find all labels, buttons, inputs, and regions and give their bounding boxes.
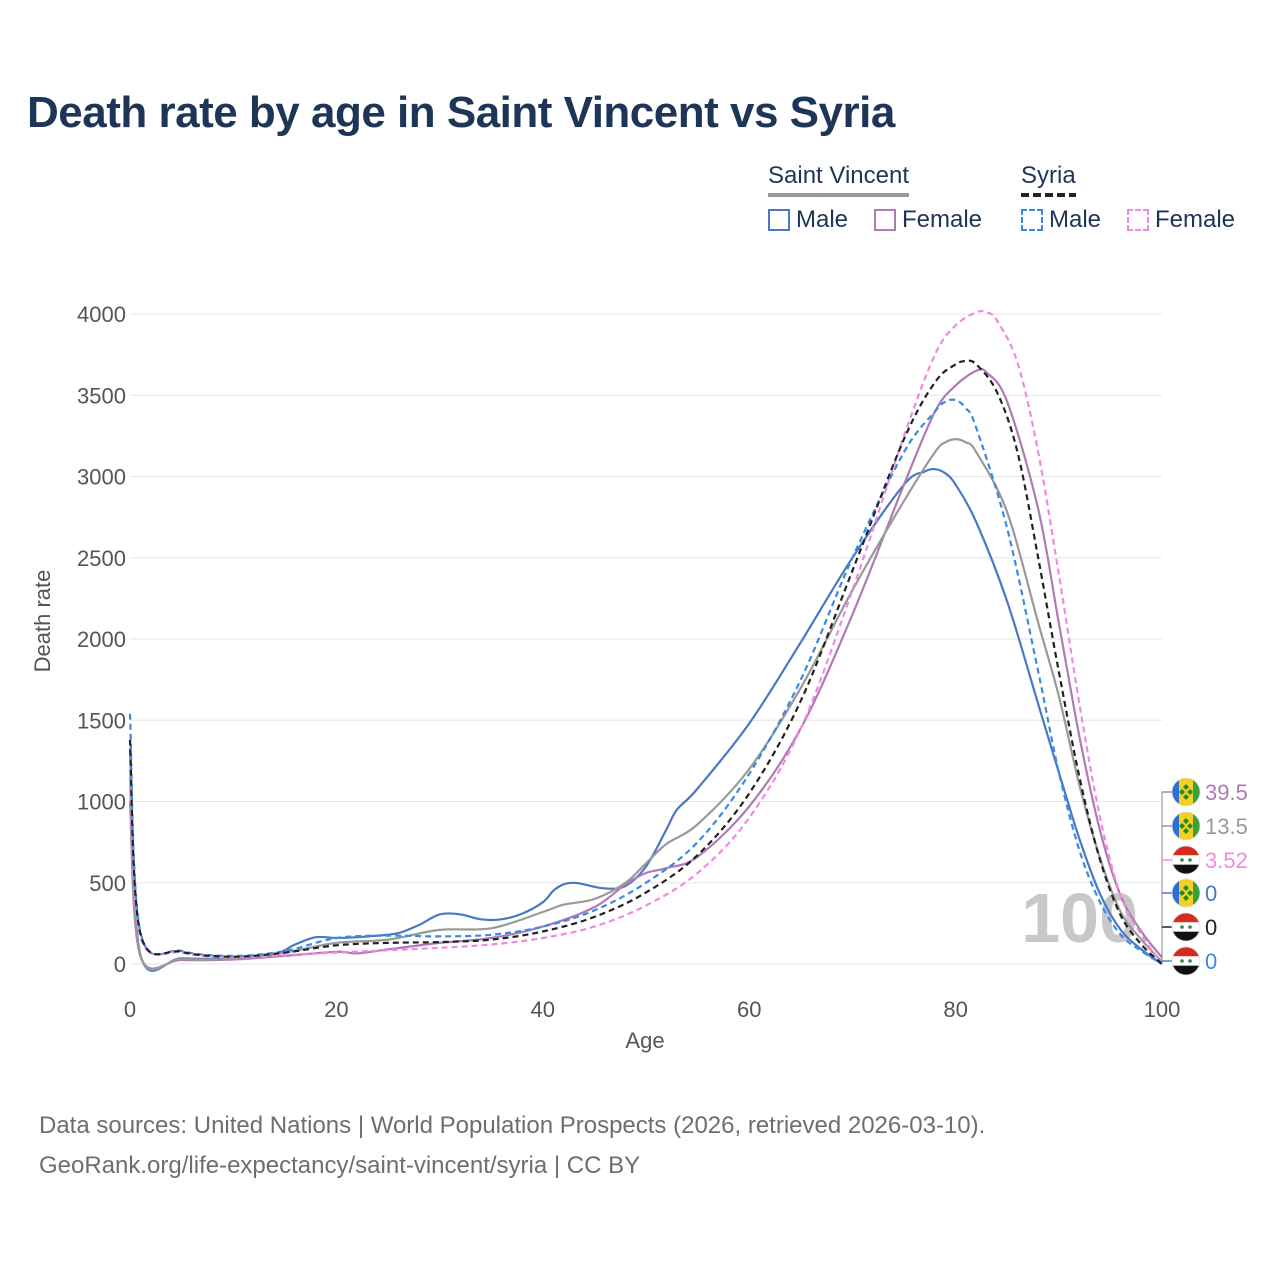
y-tick-label: 3000: [77, 465, 126, 490]
end-labels: 39.5 13.5 3.52 0 0 0: [1161, 777, 1248, 976]
y-tick-label: 500: [89, 871, 126, 896]
series-line-saint-vincent-male[interactable]: [128, 467, 1163, 972]
end-label-value: 0: [1205, 915, 1217, 940]
end-label-value: 13.5: [1205, 814, 1248, 839]
legend-swatch: [768, 209, 790, 231]
legend-group-label-saint-vincent: Saint Vincent: [768, 162, 909, 197]
series-line-syria-female[interactable]: [128, 309, 1163, 965]
legend-swatch: [874, 209, 896, 231]
y-tick-label: 0: [114, 952, 126, 977]
series-line-saint-vincent-both[interactable]: [128, 437, 1163, 971]
footer: Data sources: United Nations | World Pop…: [39, 1106, 985, 1186]
x-tick-label: 20: [324, 997, 348, 1022]
legend-item-saint-vincent-female[interactable]: Female: [874, 206, 982, 234]
x-tick-label: 100: [1144, 997, 1181, 1022]
legend-group-label-syria: Syria: [1021, 162, 1076, 197]
legend-solid-line-swatch: [768, 193, 909, 197]
x-axis-label: Age: [625, 1028, 664, 1053]
x-tick-label: 80: [943, 997, 967, 1022]
page-title: Death rate by age in Saint Vincent vs Sy…: [27, 88, 895, 137]
x-tick-label: 60: [737, 997, 761, 1022]
syria-flag-icon: 3.52: [1162, 845, 1248, 875]
saint-vincent-flag-icon: 0: [1162, 878, 1217, 908]
series-lines: [128, 309, 1163, 972]
x-axis-ticks: 0 20 40 60 80 100: [124, 997, 1180, 1022]
series-line-saint-vincent-female[interactable]: [128, 367, 1163, 970]
legend-dashed-line-swatch: [1021, 193, 1076, 197]
y-tick-label: 1500: [77, 708, 126, 733]
syria-flag-icon: 0: [1162, 946, 1217, 976]
end-label-value: 3.52: [1205, 848, 1248, 873]
y-tick-label: 3500: [77, 383, 126, 408]
legend-item-syria-male[interactable]: Male: [1021, 206, 1101, 234]
end-label-value: 39.5: [1205, 780, 1248, 805]
series-line-syria-male[interactable]: [128, 398, 1163, 965]
legend-swatch: [1021, 209, 1043, 231]
legend-item-syria-female[interactable]: Female: [1127, 206, 1235, 234]
footer-link[interactable]: GeoRank.org/life-expectancy/saint-vincen…: [39, 1152, 641, 1179]
grid-lines: [130, 313, 1162, 965]
footer-source: Data sources: United Nations | World Pop…: [39, 1112, 986, 1139]
y-tick-label: 2000: [77, 627, 126, 652]
year-watermark: 100: [1021, 879, 1138, 957]
y-tick-label: 2500: [77, 546, 126, 571]
x-tick-label: 40: [531, 997, 555, 1022]
end-label-value: 0: [1205, 881, 1217, 906]
y-axis-ticks: 0 500 1000 1500 2000 2500 3000 3500 4000: [77, 302, 126, 977]
y-tick-label: 1000: [77, 790, 126, 815]
saint-vincent-flag-icon: 39.5: [1162, 777, 1248, 807]
end-label-value: 0: [1205, 949, 1217, 974]
saint-vincent-flag-icon: 13.5: [1162, 811, 1248, 841]
syria-flag-icon: 0: [1162, 912, 1217, 942]
x-tick-label: 0: [124, 997, 136, 1022]
legend-item-saint-vincent-male[interactable]: Male: [768, 206, 848, 234]
series-line-syria-both[interactable]: [128, 359, 1163, 965]
y-tick-label: 4000: [77, 302, 126, 327]
y-axis-label: Death rate: [30, 570, 55, 673]
legend-swatch: [1127, 209, 1149, 231]
